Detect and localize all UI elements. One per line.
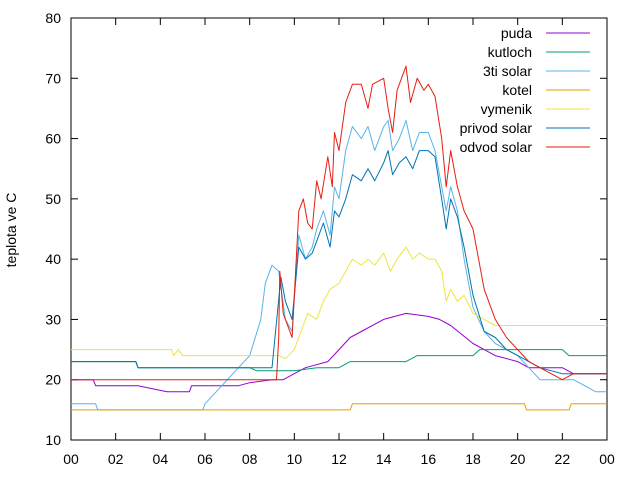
x-tick-label: 04 [153,451,169,467]
series-line-6 [71,65,607,381]
legend: puda kutloch 3ti solar kotel vymenik privod s… [460,25,590,155]
y-tick-label: 10 [45,432,61,448]
y-tick-label: 40 [45,251,61,267]
x-tick-label: 22 [555,451,571,467]
series-layer [71,65,607,411]
legend-label: kutloch [488,44,532,60]
legend-label: odvod solar [460,139,533,155]
y-tick-label: 80 [45,10,61,26]
legend-label: kotel [502,82,532,98]
legend-label: puda [501,25,532,41]
series-line-0 [71,312,607,393]
y-axis-label: teplota ve C [3,193,19,268]
x-tick-label: 14 [376,451,392,467]
x-tick-label: 00 [599,451,615,467]
series-line-3 [71,403,607,411]
axes: 10 20 30 40 50 60 70 80 00 02 04 06 08 10 12 14 16 18 20 22… [45,10,615,467]
x-tick-label: 00 [63,451,79,467]
x-tick-label: 18 [465,451,481,467]
legend-label: vymenik [481,101,533,117]
y-tick-label: 30 [45,311,61,327]
y-tick-label: 50 [45,191,61,207]
x-tick-label: 06 [197,451,213,467]
x-tick-label: 02 [108,451,124,467]
x-tick-label: 12 [331,451,347,467]
x-tick-label: 10 [287,451,303,467]
y-tick-label: 70 [45,70,61,86]
legend-label: 3ti solar [483,63,532,79]
x-tick-label: 08 [242,451,258,467]
series-line-5 [71,150,607,375]
y-tick-label: 60 [45,131,61,147]
x-tick-label: 20 [510,451,526,467]
y-tick-label: 20 [45,372,61,388]
x-tick-label: 16 [421,451,437,467]
legend-label: privod solar [460,120,533,136]
series-line-4 [71,246,607,360]
